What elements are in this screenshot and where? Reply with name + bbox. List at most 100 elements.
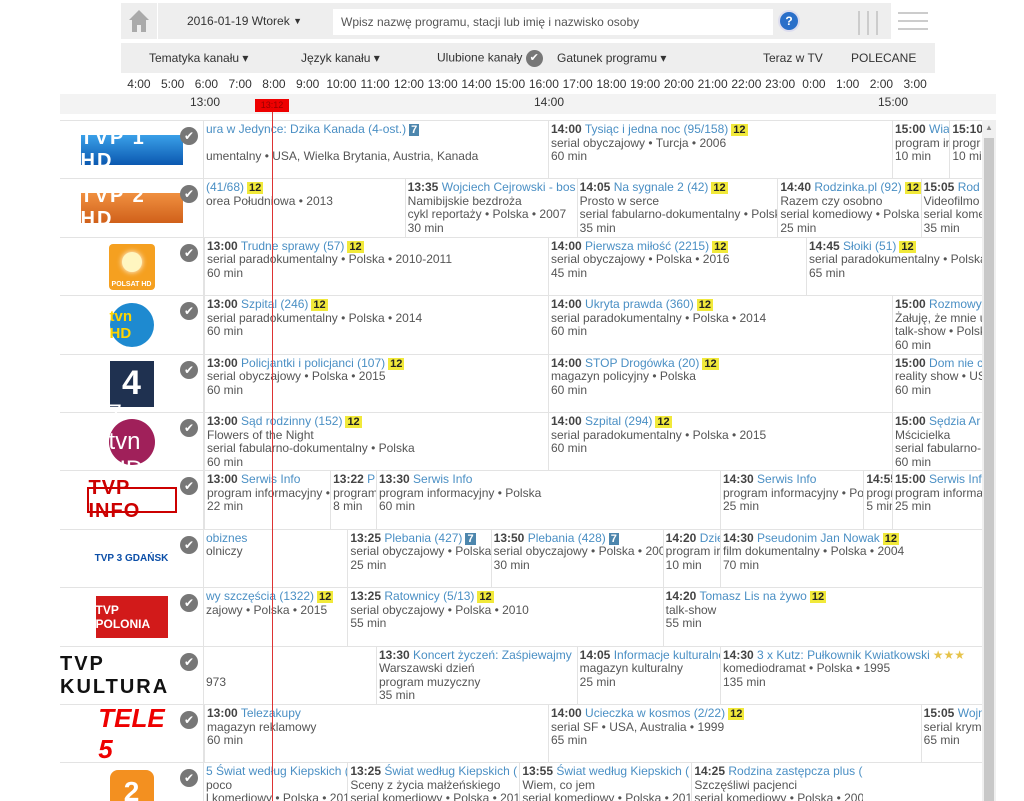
- home-button[interactable]: [121, 3, 157, 39]
- program-cell[interactable]: (41/68) 12 orea Południowa • 2013: [204, 179, 405, 237]
- program-title[interactable]: Dzie: [699, 530, 720, 545]
- channel-logo[interactable]: 2 ✔: [60, 763, 204, 801]
- program-cell[interactable]: 13:00 Policjantki i policjanci (107) 12 se…: [204, 354, 548, 413]
- favorite-channels-filter[interactable]: Ulubione kanały ✔: [437, 49, 543, 67]
- program-title[interactable]: Informacje kulturalne: [613, 647, 720, 662]
- channel-logo[interactable]: 7 tvn HD ✔: [60, 400, 204, 483]
- date-selector[interactable]: 2016-01-19 Wtorek ▼: [157, 3, 331, 39]
- program-title[interactable]: Serwis Info: [929, 472, 982, 487]
- program-cell[interactable]: 13:00 Telezakupy magazyn reklamowy 60 min: [204, 705, 548, 763]
- vertical-scrollbar[interactable]: ▲: [982, 120, 996, 801]
- program-cell[interactable]: 14:20 Tomasz Lis na żywo 12 talk-show 55 mi…: [662, 588, 978, 647]
- program-cell[interactable]: 14:25 Rodzina zastępcza plus (307)☺Szczę…: [691, 763, 863, 801]
- program-cell[interactable]: 13:30 Koncert życzeń: Zaśpiewajmy Warszaw…: [376, 646, 577, 705]
- favorite-toggle[interactable]: ✔: [180, 535, 198, 554]
- favorite-toggle[interactable]: ✔: [180, 419, 198, 437]
- program-cell[interactable]: 14:40 Rodzinka.pl (92) 12 Razem czy osobno…: [777, 179, 921, 238]
- column-view-button[interactable]: [856, 11, 880, 35]
- program-cell[interactable]: 14:30 Serwis Info program informacyjny • …: [720, 471, 863, 530]
- program-title[interactable]: Na sygnale 2 (42): [613, 180, 709, 195]
- program-cell[interactable]: 13:55 Świat według Kiepskich (Wiem, co j…: [519, 763, 691, 801]
- channel-language-filter[interactable]: Język kanału ▾: [301, 51, 380, 65]
- hour-link[interactable]: 0:00: [802, 77, 826, 91]
- program-cell[interactable]: 14:00 Ukryta prawda (360) 12 serial parado…: [548, 296, 892, 355]
- program-title[interactable]: Wojciech Cejrowski - bos: [441, 180, 576, 195]
- program-cell[interactable]: 13:00 Trudne sprawy (57) 12 serial paradok…: [204, 237, 548, 296]
- program-title[interactable]: Sąd rodzinny (152): [241, 414, 343, 428]
- hour-link[interactable]: 10:00: [326, 77, 357, 91]
- hour-link[interactable]: 18:00: [596, 77, 627, 91]
- program-cell[interactable]: 15:05 Rod Videofilmo serial kome 35 min: [920, 179, 982, 238]
- program-cell[interactable]: 13:00 Sąd rodzinny (152) 12 Flowers of the…: [204, 413, 548, 471]
- program-title[interactable]: Świat według Kiepskich (: [384, 764, 518, 779]
- program-cell[interactable]: 973: [204, 647, 376, 705]
- channel-topic-filter[interactable]: Tematyka kanału ▾: [149, 51, 249, 65]
- hour-link[interactable]: 22:00: [731, 77, 762, 91]
- hour-link[interactable]: 19:00: [630, 77, 661, 91]
- program-title[interactable]: wy szczęścia (1322): [206, 589, 315, 604]
- program-title[interactable]: Dom nie c: [929, 355, 982, 370]
- program-cell[interactable]: 15:10 progr 10 mi: [949, 121, 982, 179]
- program-title[interactable]: Plebania (427): [384, 530, 463, 545]
- program-title[interactable]: (41/68): [206, 180, 245, 195]
- program-cell[interactable]: 14:30 3 x Kutz: Pułkownik Kwiatkowski ★★★…: [720, 646, 982, 705]
- program-title[interactable]: Koncert życzeń: Zaśpiewajmy: [413, 647, 572, 662]
- program-title[interactable]: Ukryta prawda (360): [585, 297, 694, 312]
- favorite-toggle[interactable]: ✔: [180, 769, 198, 788]
- menu-button[interactable]: [891, 3, 935, 39]
- program-cell[interactable]: 13:35 Wojciech Cejrowski - bos Namibijski…: [404, 179, 577, 238]
- now-on-tv-link[interactable]: Teraz w TV: [763, 51, 823, 65]
- search-input[interactable]: [333, 9, 773, 35]
- channel-logo[interactable]: TVP 3 GDAŃSK ✔: [60, 529, 204, 588]
- help-button[interactable]: ?: [780, 12, 798, 30]
- program-title[interactable]: Serwis Info: [757, 472, 817, 487]
- program-cell[interactable]: obiznes olniczy: [204, 529, 347, 588]
- hour-link[interactable]: 7:00: [228, 77, 252, 91]
- program-cell[interactable]: 14:30 Pseudonim Jan Nowak 12 film dokument…: [720, 529, 982, 588]
- program-cell[interactable]: 13:00 Serwis Info program informacyjny • 2…: [204, 471, 330, 530]
- program-title[interactable]: Tomasz Lis na żywo: [699, 589, 807, 604]
- program-cell[interactable]: 14:00 Szpital (294) 12 serial paradokument…: [548, 413, 892, 471]
- program-cell[interactable]: 15:00 Sędzia Ar Mścicielka serial fabularn…: [892, 413, 982, 471]
- program-title[interactable]: 3 x Kutz: Pułkownik Kwiatkowski: [757, 647, 930, 662]
- program-cell[interactable]: 13:30 Serwis Info program informacyjny • …: [376, 471, 720, 530]
- program-title[interactable]: Serwis Info: [413, 472, 473, 487]
- program-title[interactable]: Plebania (428): [527, 530, 606, 545]
- program-title[interactable]: Telezakupy: [240, 706, 301, 720]
- program-title[interactable]: Świat według Kiepskich (: [556, 764, 690, 779]
- program-title[interactable]: Szpital (246): [241, 297, 309, 312]
- hour-link[interactable]: 20:00: [663, 77, 694, 91]
- program-title[interactable]: Rod: [957, 180, 980, 195]
- hour-link[interactable]: 2:00: [869, 77, 894, 91]
- program-title[interactable]: Ratownicy (5/13): [384, 589, 475, 604]
- program-title[interactable]: Słoiki (51): [843, 238, 897, 253]
- program-cell[interactable]: 13:00 Szpital (246) 12 serial paradokument…: [204, 296, 548, 355]
- program-title[interactable]: Ucieczka w kosmos (2/22): [585, 706, 726, 720]
- program-cell[interactable]: 15:00 Rozmowy Żałuję, że mnie u talk-show …: [892, 296, 982, 355]
- channel-logo[interactable]: tvn HD ✔: [60, 296, 204, 355]
- channel-logo[interactable]: POLSAT HD ✔: [60, 237, 204, 296]
- program-cell[interactable]: 14:45 Słoiki (51) 12 serial paradokumental…: [806, 237, 982, 296]
- program-cell[interactable]: 14:00 Ucieczka w kosmos (2/22) 12 serial S…: [548, 705, 921, 763]
- favorite-toggle[interactable]: ✔: [180, 711, 198, 729]
- channel-logo[interactable]: TVP POLONIA ✔: [60, 588, 204, 647]
- program-cell[interactable]: 14:05 Na sygnale 2 (42) 12 Prosto w serce s…: [576, 179, 777, 238]
- program-cell[interactable]: wy szczęścia (1322) 12 zajowy • Polska • 2…: [204, 588, 347, 647]
- channel-logo[interactable]: TVP 2 HD ✔: [60, 179, 204, 238]
- hour-link[interactable]: 1:00: [835, 77, 860, 91]
- program-cell[interactable]: ura w Jedynce: Dzika Kanada (4-ost.) 7 um…: [204, 121, 548, 179]
- program-cell[interactable]: 13:50 Plebania (428) 7 serial obyczajowy •…: [490, 529, 663, 588]
- program-title[interactable]: Szpital (294): [585, 414, 653, 428]
- program-title[interactable]: Tysiąc i jedna noc (95/158): [584, 122, 729, 136]
- scrollbar-thumb[interactable]: [984, 138, 994, 801]
- program-title[interactable]: 5 Świat według Kiepskich (: [206, 764, 348, 779]
- favorite-toggle[interactable]: ✔: [180, 302, 198, 321]
- hour-link[interactable]: 3:00: [903, 77, 927, 91]
- hour-link[interactable]: 21:00: [697, 77, 728, 91]
- program-title[interactable]: P: [367, 472, 376, 487]
- hour-link[interactable]: 14:00: [461, 77, 492, 91]
- program-title[interactable]: STOP Drogówka (20): [585, 355, 700, 370]
